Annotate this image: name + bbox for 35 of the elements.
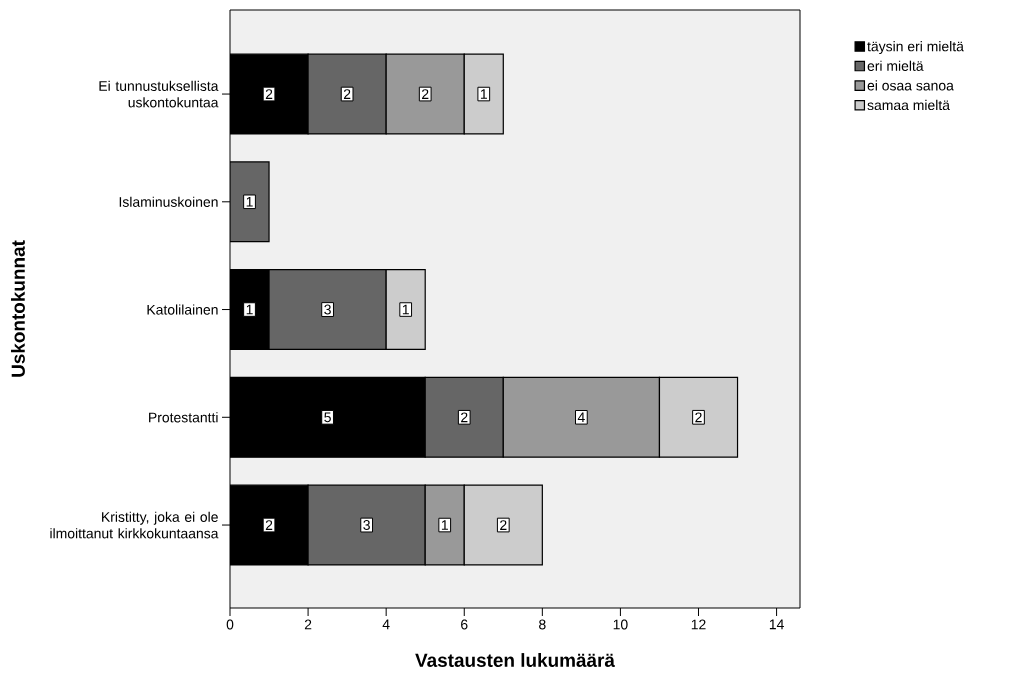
x-tick-label: 10 xyxy=(613,619,628,630)
data-label: 1 xyxy=(480,89,487,99)
y-tick-label: Protestantti xyxy=(149,412,218,423)
x-tick-label: 4 xyxy=(382,619,390,630)
legend-label: eri mieltä xyxy=(867,60,924,71)
x-tick-label: 8 xyxy=(539,619,546,630)
x-tick-label: 12 xyxy=(691,619,706,630)
data-label: 1 xyxy=(246,197,253,207)
x-tick-label: 14 xyxy=(769,619,784,630)
data-label: 2 xyxy=(695,412,702,423)
data-label: 2 xyxy=(265,520,273,530)
data-label: 1 xyxy=(402,304,409,315)
y-axis-title: Uskontokunnat xyxy=(11,240,25,377)
legend-label: täysin eri mieltä xyxy=(867,41,964,55)
data-label: 3 xyxy=(324,304,331,315)
data-label: 1 xyxy=(246,304,253,315)
y-tick-label: Katolilainen xyxy=(147,304,218,315)
y-tick-label: Kristitty, joka ei ole ilmoittanut kirkkokuntaansa xyxy=(50,511,219,539)
data-label: 2 xyxy=(461,412,468,423)
x-tick-label: 6 xyxy=(461,619,468,630)
x-tick-label: 2 xyxy=(304,619,312,630)
data-label: 2 xyxy=(343,89,351,99)
legend-label: samaa mieltä xyxy=(867,99,950,111)
legend-label: ei osaa sanoa xyxy=(867,80,954,91)
data-label: 2 xyxy=(265,89,273,99)
y-tick-label: Ei tunnustuksellista uskontokuntaa xyxy=(99,80,219,108)
data-label: 1 xyxy=(441,520,448,530)
data-label: 2 xyxy=(422,89,429,99)
data-label: 3 xyxy=(363,520,370,530)
x-axis-title: Vastausten lukumäärä xyxy=(415,653,615,667)
data-label: 5 xyxy=(324,412,331,423)
x-tick-label: 0 xyxy=(226,619,234,630)
y-tick-label: Islaminuskoinen xyxy=(119,196,218,207)
data-label: 4 xyxy=(577,412,585,423)
data-label: 2 xyxy=(500,520,507,530)
